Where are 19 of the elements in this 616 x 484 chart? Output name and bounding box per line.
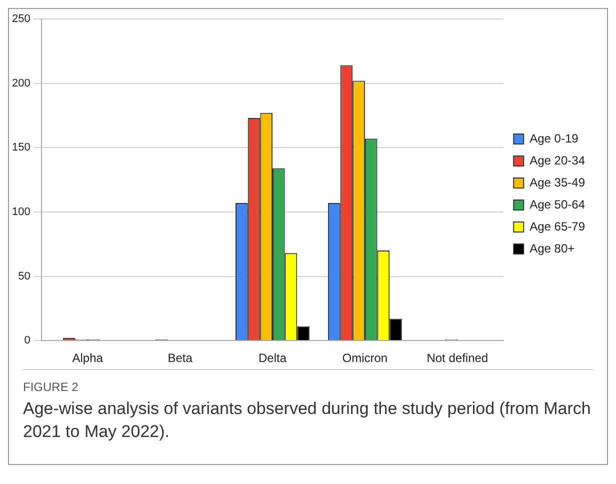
x-tick-label: Beta bbox=[168, 351, 193, 366]
y-tick-label: 50 bbox=[18, 270, 30, 282]
y-tick-label: 200 bbox=[12, 77, 30, 90]
legend-label: Age 35-49 bbox=[530, 175, 586, 190]
x-tick-label: Delta bbox=[258, 351, 287, 366]
legend-label: Age 20-34 bbox=[530, 153, 586, 168]
x-tick-label: Not defined bbox=[426, 351, 488, 366]
text: Age-wise analysis of variants observed during the study period (from March 2021 to May 2022). bbox=[23, 398, 592, 443]
x-tick-label: Omicron bbox=[342, 351, 388, 366]
legend-label: Age 65-79 bbox=[530, 219, 586, 234]
caption: FIGURE 2 bbox=[23, 380, 80, 394]
y-tick-label: 100 bbox=[12, 206, 30, 218]
y-tick-label: 0 bbox=[24, 334, 30, 347]
y-tick-label: 150 bbox=[12, 142, 30, 154]
legend-label: Age 50-64 bbox=[530, 197, 586, 212]
legend-label: Age 0-19 bbox=[530, 131, 579, 146]
x-tick-label: Alpha bbox=[72, 351, 104, 366]
legend-label: Age 80+ bbox=[530, 241, 575, 256]
y-tick-label: 250 bbox=[12, 13, 30, 26]
